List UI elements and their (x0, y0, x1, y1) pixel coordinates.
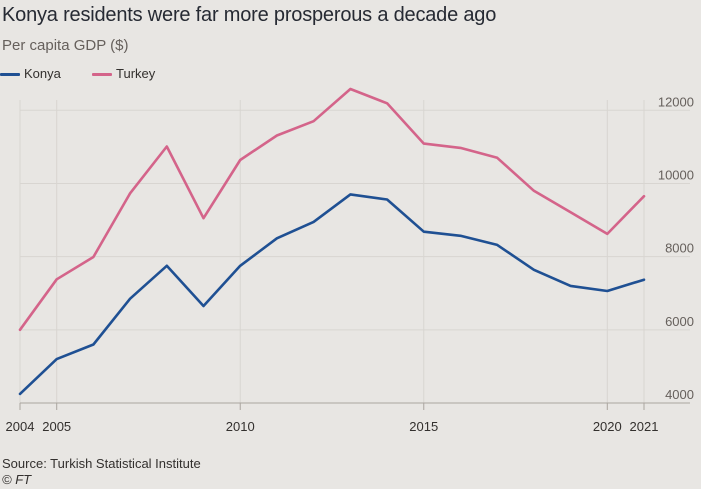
series-lines (18, 87, 646, 396)
credit-note: © FT (2, 472, 32, 487)
legend-label-turkey: Turkey (116, 66, 156, 81)
x-axis (19, 402, 690, 410)
legend-label-konya: Konya (24, 66, 61, 81)
y-tick-label: 12000 (658, 94, 694, 109)
chart-title: Konya residents were far more prosperous… (2, 4, 497, 26)
chart-subtitle: Per capita GDP ($) (2, 37, 129, 54)
x-tick-label: 2004 (6, 419, 35, 434)
y-axis-tick-labels: 4000 6000 8000 10000 12000 (658, 94, 694, 402)
legend-swatch-turkey (92, 73, 112, 76)
y-tick-label: 6000 (665, 314, 694, 329)
series-line-turkey (18, 87, 646, 332)
grid-lines (19, 100, 690, 403)
series-line-konya (18, 193, 646, 396)
x-axis-tick-labels: 2004 2005 2010 2015 2020 2021 (6, 419, 659, 434)
y-tick-label: 8000 (665, 241, 694, 256)
x-tick-label: 2010 (226, 419, 255, 434)
x-tick-label: 2005 (42, 419, 71, 434)
y-tick-label: 10000 (658, 167, 694, 182)
y-tick-label: 4000 (665, 387, 694, 402)
x-tick-label: 2015 (409, 419, 438, 434)
legend-swatch-konya (0, 73, 20, 76)
x-tick-label: 2021 (630, 419, 659, 434)
source-note: Source: Turkish Statistical Institute (2, 456, 201, 471)
x-tick-label: 2020 (593, 419, 622, 434)
